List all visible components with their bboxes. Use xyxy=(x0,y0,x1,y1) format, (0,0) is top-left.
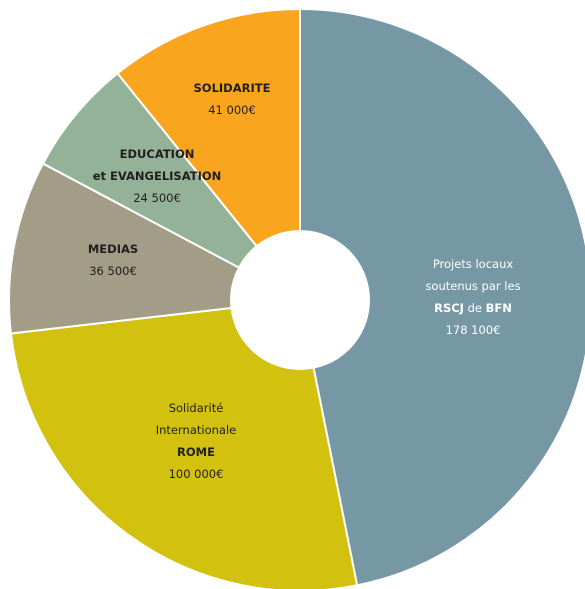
slice-label-projets: Projets locaux soutenus par les RSCJ de BF… xyxy=(425,257,520,337)
slice-label-education: EDUCATION et EVANGELISATION 24 500€ xyxy=(93,147,222,205)
donut-slices xyxy=(8,7,585,589)
slice-education xyxy=(41,71,301,301)
slice-medias xyxy=(8,162,304,335)
slice-projets xyxy=(299,7,585,587)
donut-hole xyxy=(230,230,370,370)
slice-label-rome: Solidarité Internationale ROME 100 000€ xyxy=(156,401,236,481)
slice-label-solidarite: SOLIDARITE 41 000€ xyxy=(194,81,271,117)
slice-solidarite xyxy=(116,7,301,303)
slice-labels: Projets locaux soutenus par les RSCJ de BF… xyxy=(88,81,521,481)
slice-label-medias: MEDIAS 36 500€ xyxy=(88,242,138,278)
slice-rome xyxy=(9,298,359,589)
